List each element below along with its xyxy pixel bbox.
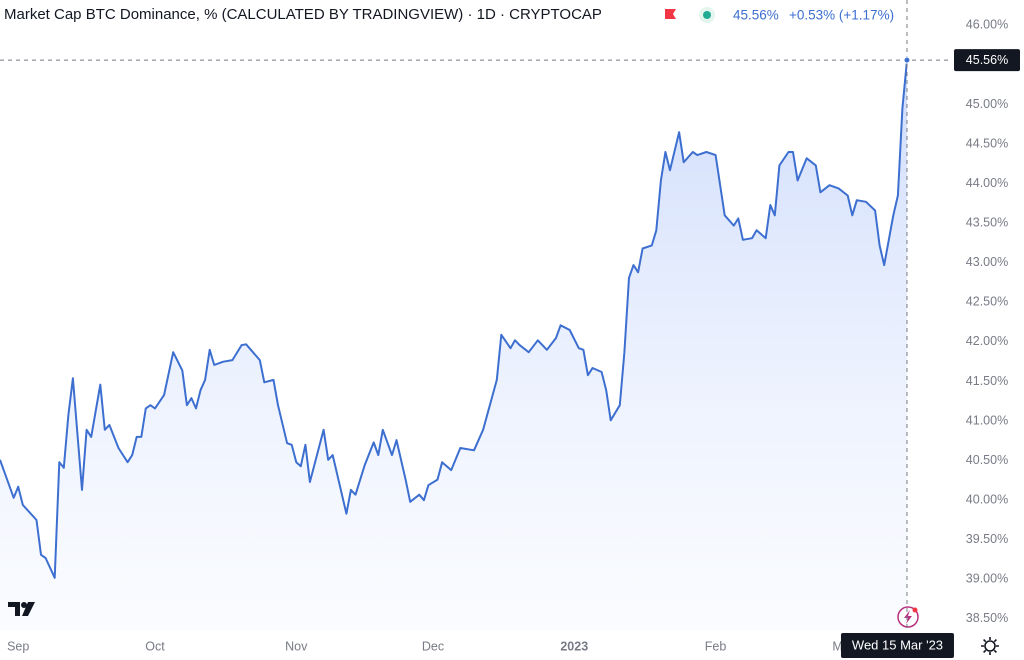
last-value: 45.56% bbox=[733, 8, 779, 23]
y-tick-label: 44.50% bbox=[966, 136, 1008, 150]
change: +0.53% (+1.17%) bbox=[789, 8, 894, 23]
x-tick-label: Dec bbox=[422, 639, 444, 653]
tradingview-logo[interactable] bbox=[8, 602, 35, 616]
x-tick-label: Nov bbox=[285, 639, 308, 653]
y-tick-label: 39.50% bbox=[966, 532, 1008, 546]
x-tick-label: Sep bbox=[7, 639, 29, 653]
date-tag-label: Wed 15 Mar '23 bbox=[852, 637, 943, 652]
x-tick-label: Feb bbox=[705, 639, 727, 653]
y-tick-label: 42.00% bbox=[966, 334, 1008, 348]
y-tick-label: 45.00% bbox=[966, 97, 1008, 111]
lightning-icon[interactable] bbox=[897, 606, 919, 628]
y-tick-label: 39.00% bbox=[966, 572, 1008, 586]
last-point bbox=[903, 56, 911, 64]
y-tick-label: 42.50% bbox=[966, 295, 1008, 309]
y-tick-label: 41.00% bbox=[966, 413, 1008, 427]
settings-icon[interactable] bbox=[981, 637, 999, 655]
price-line bbox=[0, 60, 908, 579]
flag-icon[interactable] bbox=[665, 9, 676, 19]
date-tag bbox=[840, 633, 954, 658]
y-tick-label: 40.00% bbox=[966, 492, 1008, 506]
plot-area bbox=[0, 60, 908, 630]
y-tick-label: 46.00% bbox=[966, 18, 1008, 32]
price-tag-label: 45.56% bbox=[966, 53, 1008, 67]
area-fill bbox=[0, 60, 907, 630]
x-tick-label: 2023 bbox=[560, 639, 588, 653]
chart-title: Market Cap BTC Dominance, % (CALCULATED … bbox=[4, 6, 602, 23]
price-tag bbox=[954, 49, 1020, 72]
y-tick-label: 43.00% bbox=[966, 255, 1008, 269]
y-tick-label: 43.50% bbox=[966, 215, 1008, 229]
status-dot bbox=[699, 7, 715, 23]
y-tick-label: 44.00% bbox=[966, 176, 1008, 190]
x-tick-label: Oct bbox=[145, 639, 165, 653]
y-tick-label: 41.50% bbox=[966, 374, 1008, 388]
y-tick-label: 40.50% bbox=[966, 453, 1008, 467]
y-tick-label: 38.50% bbox=[966, 611, 1008, 625]
